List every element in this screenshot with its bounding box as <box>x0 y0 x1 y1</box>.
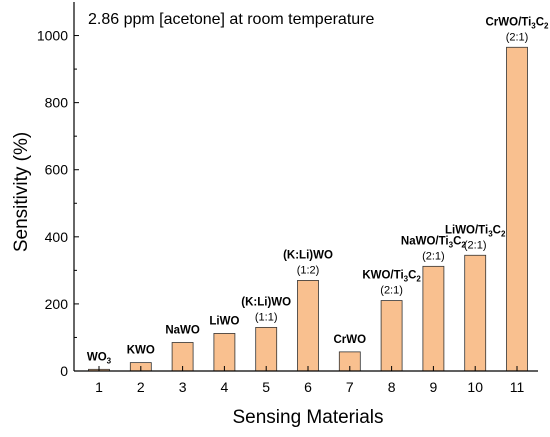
x-tick-label: 5 <box>262 379 270 395</box>
bar-label-5: (K:Li)WO <box>241 296 291 308</box>
bar-label-8: KWO/Ti3C2 <box>362 270 421 284</box>
y-tick-label: 800 <box>45 95 69 111</box>
bar-8 <box>380 300 403 372</box>
bar-ratio-9: (2:1) <box>422 250 445 262</box>
bars-layer <box>88 46 528 372</box>
bar-ratio-11: (2:1) <box>506 31 529 43</box>
bar-ratio-10: (2:1) <box>464 239 487 251</box>
bar-label-10: LiWO/Ti3C2 <box>445 224 506 238</box>
bar-ratio-6: (1:2) <box>297 264 320 276</box>
chart-title: 2.86 ppm [acetone] at room temperature <box>88 11 374 28</box>
y-axis-title: Sensitivity (%) <box>11 132 32 252</box>
bar-10 <box>464 254 487 372</box>
x-tick-label: 6 <box>304 379 312 395</box>
x-tick-label: 4 <box>221 379 229 395</box>
bar-label-1: WO3 <box>87 351 112 365</box>
bar-9 <box>422 265 445 372</box>
x-tick-label: 8 <box>388 379 396 395</box>
bar-label-11: CrWO/Ti3C2 <box>485 16 549 30</box>
bar-5 <box>255 326 278 372</box>
y-tick-label: 0 <box>60 363 68 379</box>
bar-labels-layer: WO3KWONaWOLiWO(K:Li)WO(1:1)(K:Li)WO(1:2)… <box>87 16 549 365</box>
x-tick-label: 3 <box>179 379 187 395</box>
bar-6 <box>297 280 319 372</box>
x-tick-label: 10 <box>467 379 483 395</box>
x-tick-label: 2 <box>137 379 145 395</box>
axes-layer: 0 200 400 600 800 1000 1 2 3 4 5 6 7 8 9 10 11 <box>37 2 538 395</box>
x-axis-title: Sensing Materials <box>232 407 383 428</box>
bar-label-6: (K:Li)WO <box>283 249 333 261</box>
y-tick-label: 1000 <box>37 28 68 44</box>
bar-ratio-8: (2:1) <box>380 285 403 297</box>
bar-label-7: CrWO <box>334 334 367 346</box>
bar-label-3: NaWO <box>165 324 200 336</box>
bar-label-2: KWO <box>127 345 155 357</box>
bar-4 <box>213 333 236 372</box>
y-tick-label: 600 <box>45 162 69 178</box>
bar-label-4: LiWO <box>209 315 239 327</box>
x-tick-label: 9 <box>430 379 438 395</box>
bar-ratio-5: (1:1) <box>255 311 278 323</box>
x-tick-label: 11 <box>510 379 525 395</box>
y-tick-label: 400 <box>45 229 69 245</box>
y-tick-label: 200 <box>45 296 69 312</box>
x-tick-label: 1 <box>95 379 103 395</box>
bar-11 <box>506 46 528 372</box>
x-tick-label: 7 <box>346 379 354 395</box>
bar-label-9: NaWO/Ti3C2 <box>401 235 466 249</box>
